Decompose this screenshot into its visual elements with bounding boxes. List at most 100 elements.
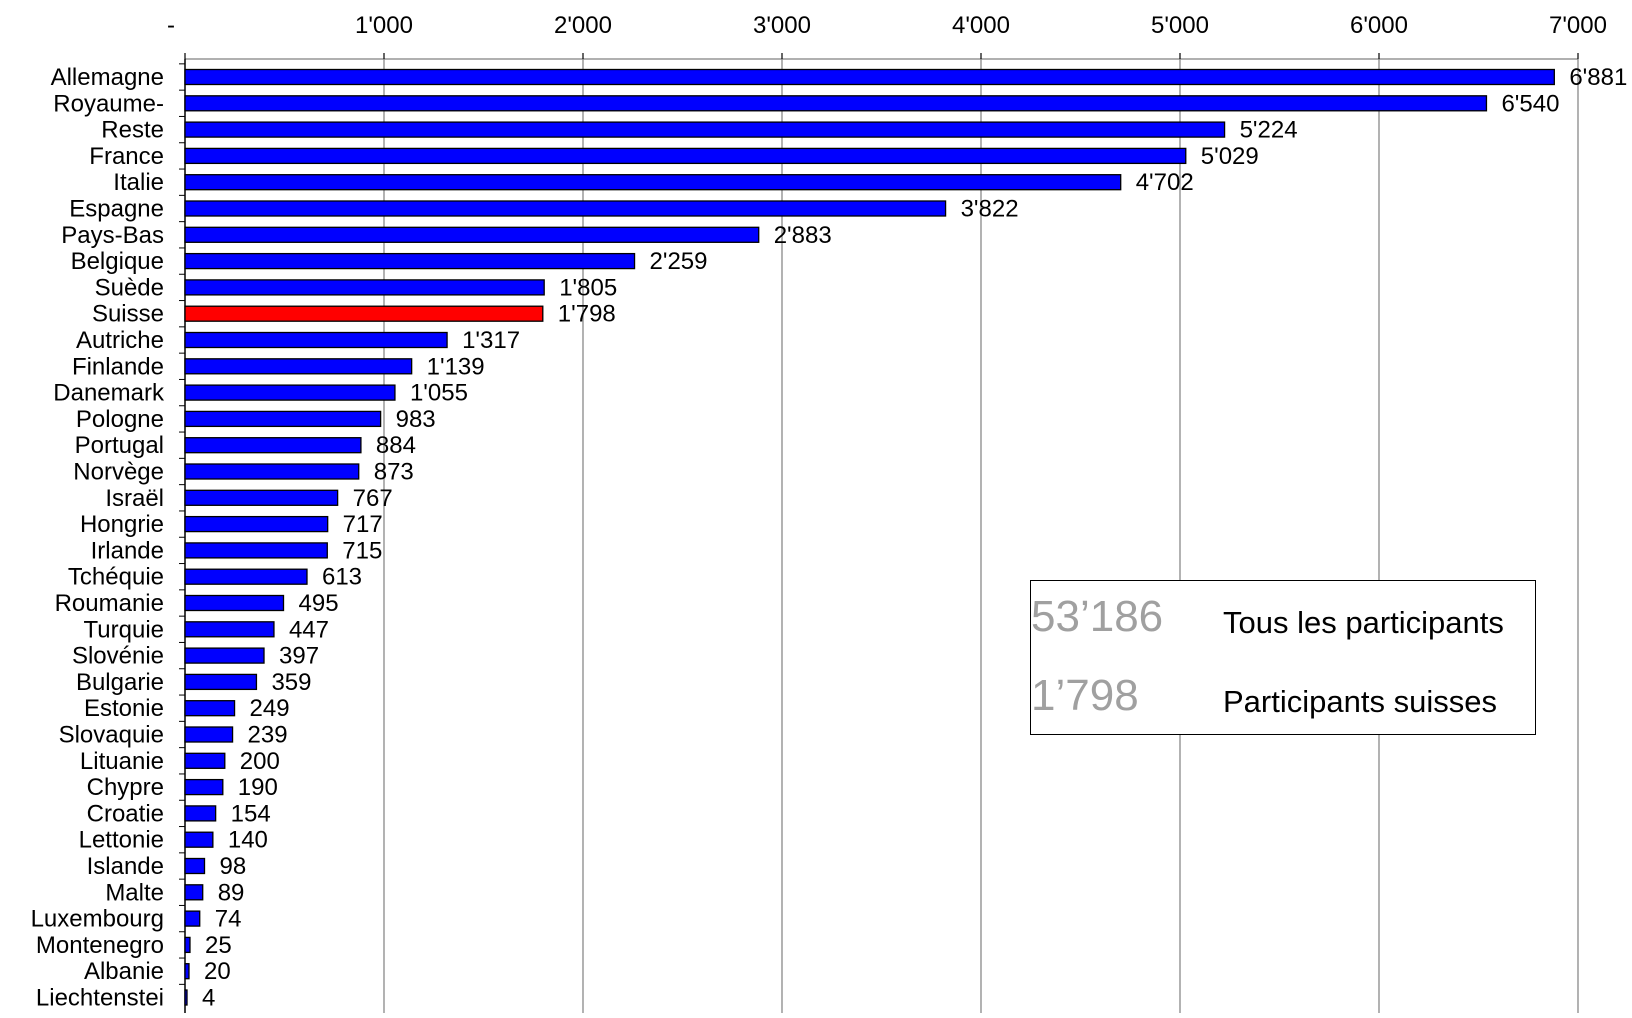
- category-label: Tchéquie: [68, 564, 164, 591]
- category-label: Autriche: [76, 327, 164, 354]
- bar: [184, 147, 1187, 165]
- value-label: 140: [228, 827, 268, 854]
- bar: [184, 621, 275, 638]
- value-label: 190: [238, 774, 278, 801]
- bar: [184, 515, 329, 533]
- bar: [184, 463, 360, 480]
- category-label: Belgique: [71, 248, 164, 275]
- swiss-participants-label: Participants suisses: [1223, 684, 1497, 719]
- category-label: Bulgarie: [76, 669, 164, 696]
- bar: [184, 700, 236, 717]
- bar: [184, 647, 265, 664]
- value-label: 359: [271, 669, 311, 696]
- category-label: Suède: [95, 274, 164, 301]
- category-label: Irlande: [91, 537, 164, 564]
- category-label: Pays-Bas: [61, 222, 164, 249]
- bar: [184, 358, 413, 375]
- bar: [184, 910, 201, 927]
- category-label: Slovaquie: [59, 722, 164, 749]
- category-label: Chypre: [87, 774, 164, 801]
- bar: [184, 778, 224, 796]
- bar: [184, 673, 258, 691]
- x-tick-label: 2'000: [554, 12, 612, 39]
- value-label: 397: [279, 643, 319, 670]
- category-label: Slovénie: [72, 643, 164, 670]
- x-tick-label: -: [167, 12, 175, 39]
- category-label: Turquie: [84, 616, 164, 643]
- bar: [184, 831, 214, 848]
- value-label: 613: [322, 564, 362, 591]
- category-label: Pologne: [76, 406, 164, 433]
- bar: [184, 331, 448, 349]
- category-label: Estonie: [84, 695, 164, 722]
- category-label: Islande: [87, 853, 164, 880]
- category-label: Norvège: [73, 459, 164, 486]
- value-label: 5'029: [1201, 143, 1259, 170]
- category-label: Finlande: [72, 353, 164, 380]
- value-label: 1'317: [462, 327, 520, 354]
- value-label: 74: [215, 906, 242, 933]
- value-label: 873: [374, 459, 414, 486]
- category-label: Lituanie: [80, 748, 164, 775]
- bar: [184, 384, 396, 401]
- value-label: 983: [396, 406, 436, 433]
- value-label: 2'259: [650, 248, 708, 275]
- bar: [184, 68, 1555, 86]
- x-tick-label: 6'000: [1350, 12, 1408, 39]
- value-label: 717: [343, 511, 383, 538]
- x-tick-label: 1'000: [355, 12, 413, 39]
- value-label: 715: [342, 537, 382, 564]
- bar: [184, 752, 226, 769]
- category-label: Danemark: [53, 380, 165, 407]
- value-label: 25: [205, 932, 232, 959]
- x-tick-label: 4'000: [952, 12, 1010, 39]
- swiss-participants-value: 1’798: [1031, 671, 1139, 720]
- category-label: Lettonie: [79, 827, 164, 854]
- value-label: 20: [204, 958, 231, 985]
- category-label: Allemagne: [51, 64, 164, 91]
- value-label: 884: [376, 432, 416, 459]
- bar: [184, 568, 308, 585]
- bar: [184, 989, 188, 1006]
- category-label: Albanie: [84, 958, 164, 985]
- bar: [184, 963, 190, 980]
- category-label: Luxembourg: [31, 906, 164, 933]
- value-label: 89: [218, 879, 245, 906]
- x-tick-label: 3'000: [753, 12, 811, 39]
- value-label: 2'883: [774, 222, 832, 249]
- value-label: 1'055: [410, 380, 468, 407]
- value-label: 5'224: [1240, 117, 1298, 144]
- value-label: 3'822: [961, 196, 1019, 223]
- value-label: 1'805: [559, 274, 617, 301]
- bar: [184, 542, 328, 559]
- total-participants-value: 53’186: [1031, 592, 1164, 641]
- bar: [184, 489, 339, 506]
- value-label: 154: [231, 800, 271, 827]
- summary-box: 53’186 Tous les participants 1’798 Parti…: [1030, 580, 1536, 735]
- category-label: Roumanie: [55, 590, 164, 617]
- x-tick-label: 5'000: [1151, 12, 1209, 39]
- bar: [184, 305, 544, 322]
- bar: [184, 252, 636, 270]
- category-label: Italie: [113, 169, 164, 196]
- bar: [184, 726, 234, 743]
- bar: [184, 279, 545, 296]
- bar: [184, 884, 204, 901]
- bar: [184, 437, 362, 454]
- category-label: Malte: [105, 879, 164, 906]
- value-label: 249: [250, 695, 290, 722]
- x-tick-label: 7'000: [1549, 12, 1607, 39]
- category-label: Croatie: [87, 800, 164, 827]
- bar: [184, 594, 285, 612]
- bar: [184, 226, 760, 243]
- value-label: 4'702: [1136, 169, 1194, 196]
- category-label: France: [89, 143, 164, 170]
- value-label: 6'881: [1569, 64, 1627, 91]
- value-label: 200: [240, 748, 280, 775]
- value-label: 6'540: [1501, 90, 1559, 117]
- bar: [184, 857, 206, 875]
- value-label: 1'139: [427, 353, 485, 380]
- value-label: 495: [299, 590, 339, 617]
- value-label: 767: [353, 485, 393, 512]
